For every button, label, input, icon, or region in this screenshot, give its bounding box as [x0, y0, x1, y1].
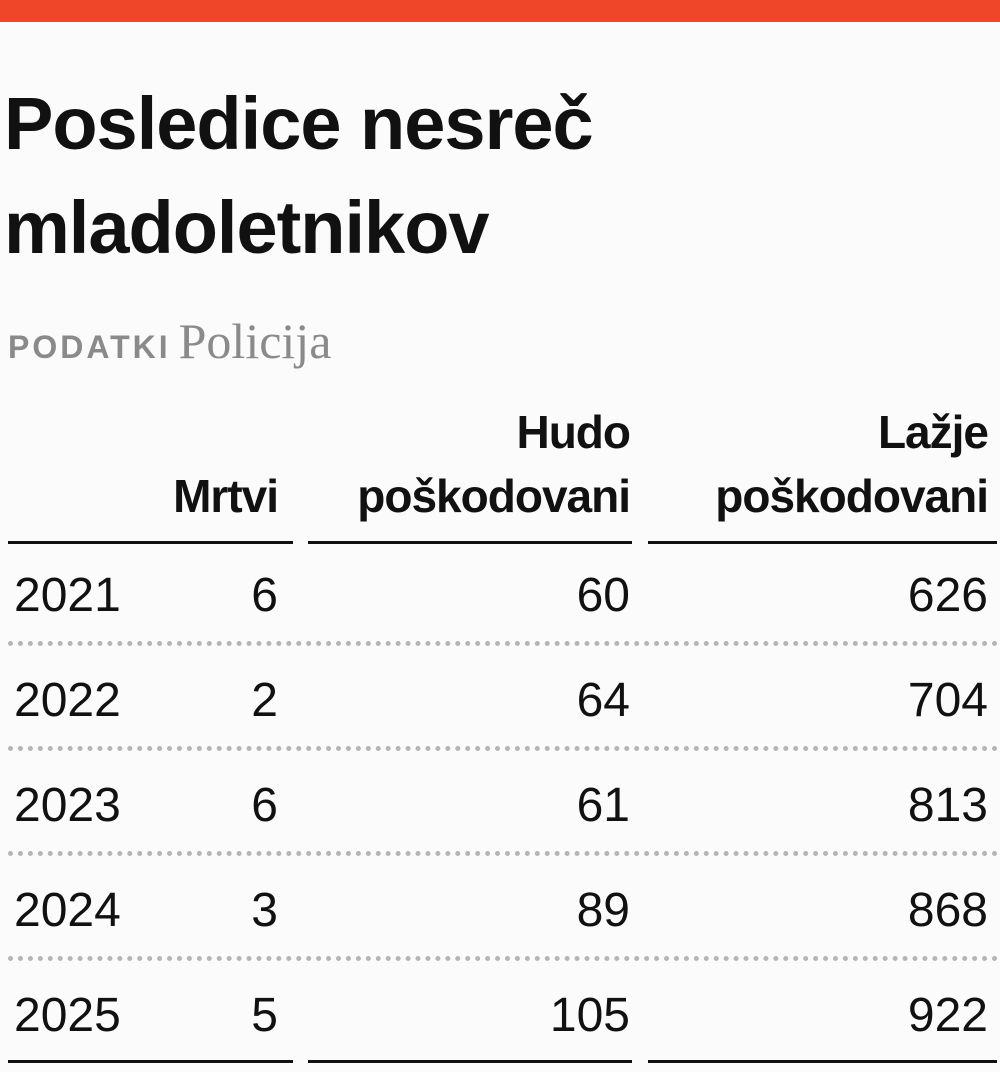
column-header: poškodovani — [357, 470, 631, 522]
title-line: mladoletnikov — [4, 186, 490, 269]
value-cell: 813 — [907, 779, 988, 832]
value-cell: 61 — [576, 779, 630, 832]
row-separator — [8, 746, 998, 751]
value-cell: 626 — [907, 569, 988, 622]
value-cell: 922 — [907, 989, 988, 1042]
row-separator — [8, 956, 998, 961]
value-cell: 89 — [576, 884, 630, 937]
title: Posledice nesreč mladoletnikov — [4, 72, 594, 280]
value-cell: 6 — [251, 569, 278, 622]
source-label: PODATKI — [8, 329, 171, 365]
column-header: Lažje — [877, 406, 989, 458]
value-cell: 60 — [576, 569, 630, 622]
value-cell: 6 — [251, 779, 278, 832]
value-cell: 868 — [907, 884, 988, 937]
value-cell: 2 — [251, 674, 278, 727]
bottom-rule — [308, 1060, 632, 1063]
value-cell: 64 — [576, 674, 630, 727]
header-rule — [8, 541, 293, 544]
top-bar — [0, 0, 1000, 22]
value-cell: 105 — [549, 989, 630, 1042]
header-rule — [308, 541, 632, 544]
year-cell: 2023 — [14, 779, 121, 832]
row-separator — [8, 851, 998, 856]
source: PODATKI Policija — [8, 312, 331, 370]
year-cell: 2022 — [14, 674, 121, 727]
column-header: Hudo — [516, 406, 631, 458]
bottom-rule — [8, 1060, 293, 1063]
value-cell: 3 — [251, 884, 278, 937]
column-header: poškodovani — [715, 470, 989, 522]
year-cell: 2025 — [14, 989, 121, 1042]
column-header: Mrtvi — [173, 470, 279, 522]
source-name: Policija — [178, 313, 332, 369]
value-cell: 704 — [907, 674, 988, 727]
title-line: Posledice nesreč — [4, 82, 594, 165]
year-cell: 2024 — [14, 884, 121, 937]
year-cell: 2021 — [14, 569, 121, 622]
bottom-rule — [648, 1060, 997, 1063]
header-rule — [648, 541, 997, 544]
value-cell: 5 — [251, 989, 278, 1042]
row-separator — [8, 641, 998, 646]
